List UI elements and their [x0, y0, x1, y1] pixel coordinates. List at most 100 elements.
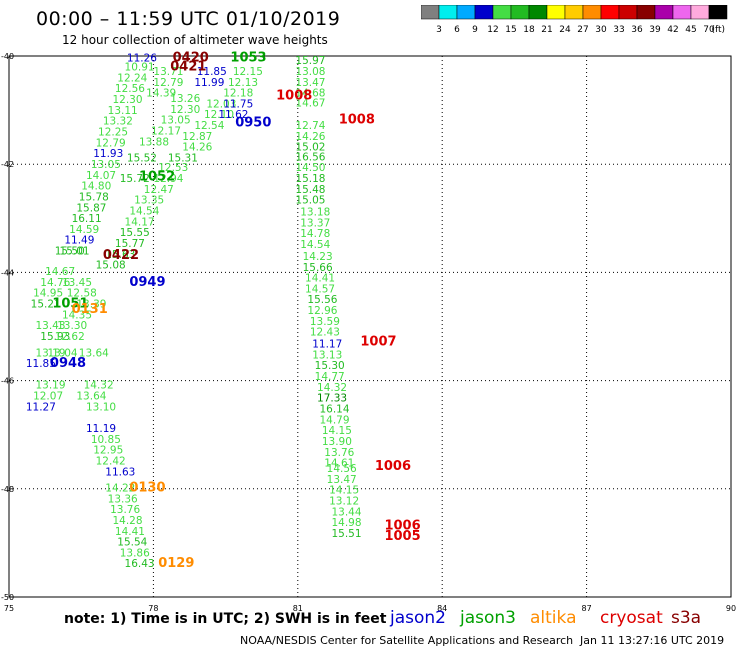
swh-reading: 14.67	[295, 97, 325, 109]
swh-reading: 12.79	[153, 77, 183, 89]
credit-line: NOAA/NESDIS Center for Satellite Applica…	[240, 634, 574, 647]
swh-reading: 13.11	[108, 105, 138, 117]
colorbar-label: 45	[685, 25, 696, 35]
swh-reading: 14.95	[33, 288, 63, 300]
swh-reading: 11.62	[218, 109, 248, 121]
swh-reading: 13.19	[35, 380, 65, 392]
swh-reading: 12.87	[182, 131, 212, 143]
pass-time-label: 0422	[103, 248, 139, 263]
swh-reading: 14.41	[305, 273, 335, 285]
swh-reading: 13.08	[295, 66, 325, 78]
swh-reading: 14.39	[146, 88, 176, 100]
colorbar-label: 24	[559, 25, 571, 35]
swh-reading: 11.49	[64, 235, 94, 247]
swh-reading: 12.42	[96, 455, 126, 467]
pass-time-label: 1008	[276, 88, 312, 103]
swh-reading: 13.71	[153, 66, 183, 78]
swh-reading: 12.30	[112, 94, 142, 106]
swh-reading: 13.36	[108, 493, 138, 505]
swh-color-legend: 3 6 9 12 15 18 21 24 27 30 33 36 39 42 45 70(ft)	[421, 5, 728, 35]
colorbar-label: 6	[454, 25, 460, 35]
swh-reading: 15.08	[96, 260, 126, 272]
swh-reading: 13.88	[139, 136, 169, 148]
swh-reading: 14.54	[129, 206, 159, 218]
swh-reading: 12.03	[206, 98, 236, 110]
swh-reading: 14.56	[327, 463, 357, 475]
swh-reading: 12.96	[307, 305, 337, 317]
swh-reading: 13.45	[62, 277, 92, 289]
swh-reading: 13.19	[35, 347, 65, 359]
swh-reading: 16.43	[125, 558, 155, 570]
swh-reading: 15.55	[120, 227, 150, 239]
swh-reading: 14.26	[182, 142, 212, 154]
swh-reading: 12.95	[93, 445, 123, 457]
y-tick-label: -50	[1, 593, 14, 602]
swh-reading: 13.64	[79, 347, 109, 359]
y-tick-label: -40	[1, 52, 14, 61]
swh-reading: 16.14	[319, 404, 349, 416]
swh-reading: 15.02	[295, 142, 325, 154]
swh-reading: 16.11	[72, 213, 102, 225]
swh-reading: 13.86	[120, 547, 150, 559]
swh-reading: 13.76	[110, 504, 140, 516]
colorbar-label: 39	[649, 25, 661, 35]
legend-cryosat: cryosat	[600, 608, 663, 628]
pass-time-label: 0420	[173, 50, 209, 65]
swh-reading: 13.90	[322, 436, 352, 448]
pass-time-label: 0950	[235, 115, 271, 130]
generated-timestamp: Jan 11 13:27:16 UTC 2019	[580, 634, 725, 647]
swh-reading: 12.94	[153, 173, 183, 185]
x-tick-label: 81	[293, 604, 303, 613]
swh-reading: 13.18	[300, 207, 330, 219]
colorbar-label: 30	[595, 25, 607, 35]
chart-title: 00:00 – 11:59 UTC 01/10/2019	[36, 8, 341, 30]
swh-reading: 12.54	[194, 120, 224, 132]
swh-reading: 12.15	[233, 66, 263, 78]
colorbar-label: 33	[613, 25, 624, 35]
colorbar-label: 18	[523, 25, 535, 35]
swh-reading: 12.25	[98, 127, 128, 139]
swh-reading: 14.54	[300, 239, 330, 251]
pass-time-label: 0129	[158, 556, 194, 571]
plot-frame	[8, 55, 732, 598]
swh-reading: 14.59	[69, 224, 99, 236]
swh-reading: 15.30	[315, 360, 345, 372]
swh-reading: 11.27	[26, 401, 56, 413]
swh-reading: 11.85	[26, 358, 56, 370]
swh-reading: 15.48	[295, 184, 325, 196]
swh-reading: 12.17	[151, 125, 181, 137]
swh-reading: 14.79	[319, 414, 349, 426]
swh-reading: 14.67	[45, 266, 75, 278]
swh-reading: 15.97	[295, 55, 325, 67]
pass-time-label: 0421	[170, 60, 206, 75]
swh-reading: 12.43	[310, 327, 340, 339]
swh-reading: 13.26	[170, 93, 200, 105]
swh-reading: 14.22	[105, 483, 135, 495]
pass-time-label: 0130	[129, 481, 165, 496]
swh-reading: 11.63	[105, 466, 135, 478]
swh-reading: 15.87	[76, 202, 106, 214]
y-tick-label: -42	[1, 160, 14, 169]
colorbar-swatch	[708, 5, 728, 20]
swh-reading: 11.75	[223, 98, 253, 110]
swh-reading: 12.30	[170, 104, 200, 116]
swh-reading: 12.47	[144, 184, 174, 196]
pass-time-label: 1007	[360, 334, 396, 349]
swh-reading: 14.77	[315, 371, 345, 383]
swh-reading: 14.17	[125, 216, 155, 228]
y-tick-label: -46	[1, 377, 14, 386]
swh-reading: 15.31	[168, 152, 198, 164]
swh-reading: 11.26	[127, 52, 157, 64]
pass-time-label: 1051	[52, 297, 88, 312]
colorbar-label: 3	[436, 25, 442, 35]
swh-reading: 13.44	[331, 506, 361, 518]
swh-reading: 13.05	[161, 115, 191, 127]
swh-reading: 14.76	[40, 277, 70, 289]
swh-reading: 12.79	[96, 137, 126, 149]
colorbar-label: 70	[703, 25, 715, 35]
swh-reading: 15.52	[127, 152, 157, 164]
swh-reading: 15.93	[40, 331, 70, 343]
swh-reading: 10.91	[125, 62, 155, 74]
swh-reading: 14.61	[324, 458, 354, 470]
